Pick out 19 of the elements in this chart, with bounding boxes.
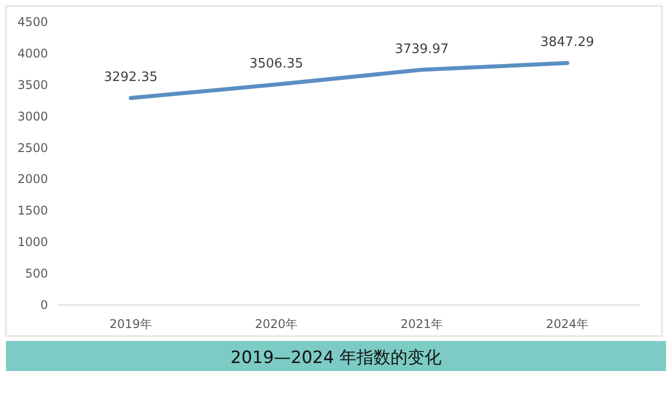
data-label: 3739.97 xyxy=(394,42,449,57)
y-tick-label: 2500 xyxy=(17,140,48,155)
y-tick-label: 500 xyxy=(25,266,48,281)
x-tick-label: 2019年 xyxy=(109,317,152,331)
y-tick-label: 1500 xyxy=(17,204,48,218)
y-tick-label: 4000 xyxy=(17,46,48,60)
x-tick-label: 2024年 xyxy=(546,317,589,331)
y-tick-label: 0 xyxy=(40,298,48,312)
y-tick-label: 3500 xyxy=(17,78,48,92)
data-label: 3847.29 xyxy=(540,35,594,50)
data-label: 3506.35 xyxy=(249,56,304,72)
y-tick-label: 1000 xyxy=(17,235,48,250)
y-tick-label: 4500 xyxy=(17,15,48,29)
text: 2019—2024 年指数的变化 xyxy=(230,348,442,368)
x-tick-label: 2020年 xyxy=(254,317,298,331)
y-tick-label: 2000 xyxy=(17,172,48,186)
x-tick-label: 2021年 xyxy=(400,317,444,331)
y-tick-label: 3000 xyxy=(17,109,48,124)
data-label: 3292.35 xyxy=(104,70,158,85)
